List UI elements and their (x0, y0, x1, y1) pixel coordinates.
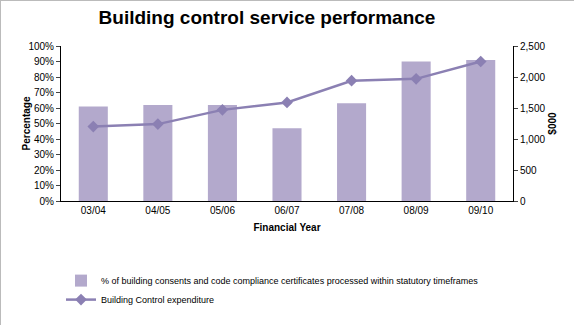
svg-text:10%: 10% (34, 180, 54, 191)
svg-text:0: 0 (520, 196, 526, 207)
svg-text:40%: 40% (34, 134, 54, 145)
svg-text:04/05: 04/05 (145, 205, 170, 216)
svg-text:90%: 90% (34, 56, 54, 67)
svg-text:0%: 0% (40, 196, 55, 207)
svg-text:09/10: 09/10 (468, 205, 493, 216)
svg-text:1,500: 1,500 (520, 103, 545, 114)
svg-text:07/08: 07/08 (339, 205, 364, 216)
svg-text:Building control service perfo: Building control service performance (99, 7, 436, 28)
svg-text:20%: 20% (34, 165, 54, 176)
svg-text:08/09: 08/09 (404, 205, 429, 216)
svg-text:2,500: 2,500 (520, 41, 545, 52)
svg-text:03/04: 03/04 (81, 205, 106, 216)
svg-text:30%: 30% (34, 149, 54, 160)
svg-text:80%: 80% (34, 72, 54, 83)
svg-text:2,000: 2,000 (520, 72, 545, 83)
svg-text:100%: 100% (28, 41, 54, 52)
svg-text:Building Control expenditure: Building Control expenditure (101, 295, 214, 305)
svg-text:500: 500 (520, 165, 537, 176)
svg-text:Financial Year: Financial Year (253, 222, 320, 233)
svg-text:Percentage: Percentage (21, 96, 32, 150)
svg-text:60%: 60% (34, 103, 54, 114)
svg-text:50%: 50% (34, 118, 54, 129)
svg-text:1,000: 1,000 (520, 134, 545, 145)
svg-text:05/06: 05/06 (210, 205, 235, 216)
svg-text:$000: $000 (547, 112, 558, 135)
svg-text:06/07: 06/07 (274, 205, 299, 216)
svg-text:70%: 70% (34, 87, 54, 98)
svg-text:% of building consents and cod: % of building consents and code complian… (101, 276, 478, 286)
